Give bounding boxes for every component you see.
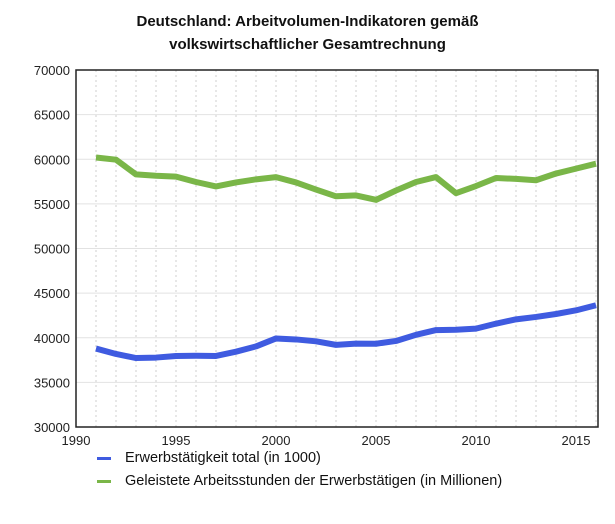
legend-label: Geleistete Arbeitsstunden der Erwerbstät…	[125, 473, 503, 489]
y-tick-label: 40000	[34, 331, 70, 346]
legend-item-arbeitsstunden: Geleistete Arbeitsstunden der Erwerbstät…	[97, 473, 502, 489]
y-tick-label: 35000	[34, 375, 70, 390]
x-tick-label: 2015	[562, 433, 591, 448]
x-tick-label: 1990	[62, 433, 91, 448]
y-tick-label: 70000	[34, 63, 70, 78]
x-tick-label: 2000	[262, 433, 291, 448]
y-tick-label: 65000	[34, 108, 70, 123]
y-tick-label: 60000	[34, 152, 70, 167]
title-line-2: volkswirtschaftlicher Gesamtrechnung	[169, 36, 446, 53]
x-tick-label: 2005	[362, 433, 391, 448]
y-tick-label: 50000	[34, 242, 70, 257]
legend-swatch-green	[97, 479, 111, 483]
series-line-0	[95, 302, 597, 362]
chart-title: Deutschland: Arbeitvolumen-Indikatoren g…	[0, 10, 615, 56]
legend-swatch-blue	[97, 456, 111, 460]
title-line-1: Deutschland: Arbeitvolumen-Indikatoren g…	[136, 13, 479, 30]
legend-label: Erwerbstätigkeit total (in 1000)	[125, 450, 321, 466]
x-tick-label: 1995	[162, 433, 191, 448]
x-tick-label: 2010	[462, 433, 491, 448]
plot-frame	[75, 69, 599, 428]
y-tick-label: 30000	[34, 420, 70, 435]
y-tick-label: 45000	[34, 286, 70, 301]
series-line-1	[95, 154, 597, 203]
y-tick-label: 55000	[34, 197, 70, 212]
legend-item-erwerbstaetigkeit: Erwerbstätigkeit total (in 1000)	[97, 450, 321, 466]
